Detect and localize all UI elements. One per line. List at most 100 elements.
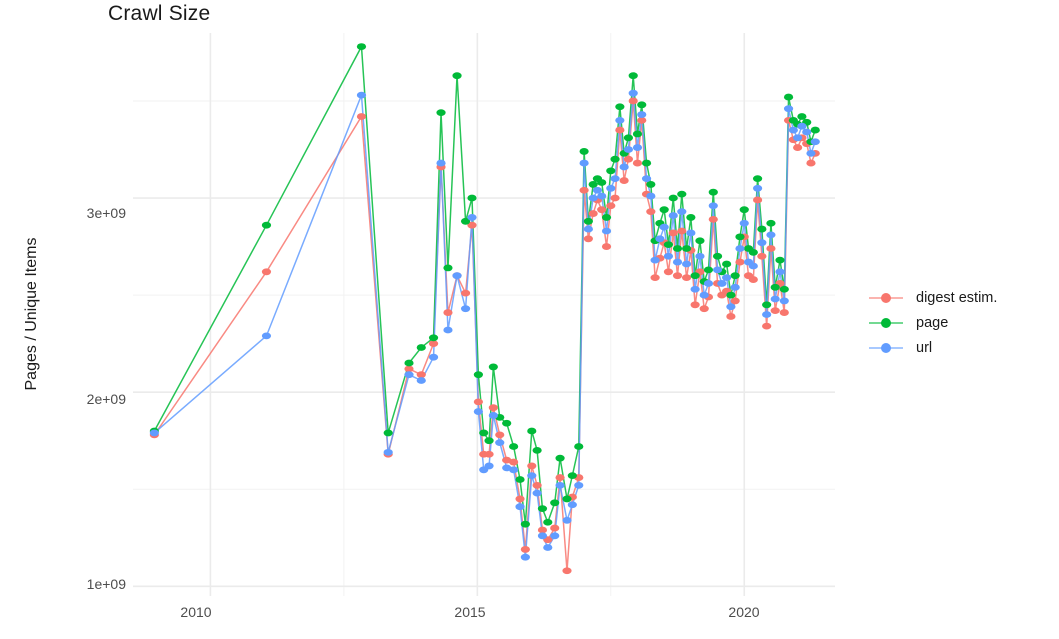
data-point xyxy=(637,116,647,124)
data-point xyxy=(619,177,629,184)
series-line-digest-estim- xyxy=(153,100,816,571)
data-point xyxy=(663,268,674,276)
legend-item-url[interactable]: url xyxy=(868,338,1054,358)
data-point xyxy=(619,163,629,171)
data-point xyxy=(527,472,537,480)
data-point xyxy=(677,227,687,235)
data-point xyxy=(770,283,780,291)
data-point xyxy=(588,181,598,188)
data-point xyxy=(473,408,483,415)
crawl-size-line-chart xyxy=(133,33,835,596)
data-point xyxy=(416,344,426,351)
data-point xyxy=(641,159,652,167)
data-point xyxy=(467,194,477,202)
data-point xyxy=(757,252,767,260)
data-point xyxy=(515,495,525,503)
data-point xyxy=(722,274,732,282)
data-point xyxy=(610,194,620,202)
data-point xyxy=(579,186,589,194)
data-point xyxy=(601,227,612,235)
data-point xyxy=(515,476,525,483)
data-point xyxy=(655,235,665,243)
data-point xyxy=(488,363,498,371)
data-point xyxy=(810,126,820,134)
data-point xyxy=(646,192,656,200)
data-point xyxy=(663,252,674,260)
data-point xyxy=(488,412,498,419)
data-point xyxy=(261,221,272,229)
data-point xyxy=(597,179,607,186)
data-point xyxy=(460,305,471,313)
data-point xyxy=(527,462,537,470)
data-point xyxy=(726,313,736,320)
grid-minor-lines xyxy=(133,33,835,596)
data-point xyxy=(550,499,560,507)
data-point xyxy=(537,532,548,540)
data-point xyxy=(793,144,803,151)
data-point xyxy=(484,437,494,445)
data-point xyxy=(632,130,643,138)
data-point xyxy=(783,93,794,101)
data-point xyxy=(597,192,607,200)
data-point xyxy=(473,398,483,406)
data-point xyxy=(770,295,780,303)
data-point xyxy=(650,274,660,282)
data-point xyxy=(567,472,577,480)
data-point xyxy=(555,481,565,489)
data-point xyxy=(810,138,820,146)
data-point xyxy=(730,297,740,305)
x-tick-label: 2015 xyxy=(454,604,486,620)
data-point xyxy=(543,518,553,526)
legend-key-icon xyxy=(868,339,904,357)
data-point xyxy=(637,101,647,109)
data-point xyxy=(695,237,705,245)
data-point xyxy=(646,181,656,188)
data-point xyxy=(520,553,530,561)
legend-item-page[interactable]: page xyxy=(868,313,1054,333)
data-point xyxy=(735,233,745,241)
series-points xyxy=(149,43,820,575)
data-point xyxy=(766,231,776,239)
data-point xyxy=(806,149,816,157)
data-point xyxy=(460,217,471,225)
data-point xyxy=(404,371,414,379)
data-point xyxy=(628,89,638,97)
data-point xyxy=(579,148,589,155)
data-point xyxy=(726,303,736,311)
data-point xyxy=(762,301,772,309)
data-point xyxy=(436,109,446,116)
data-point xyxy=(615,103,625,111)
data-point xyxy=(527,427,537,435)
data-point xyxy=(543,544,553,551)
data-point xyxy=(699,305,709,313)
data-point xyxy=(748,262,758,270)
grid-major-lines xyxy=(133,33,835,596)
data-point xyxy=(383,429,393,437)
data-point xyxy=(663,241,674,249)
data-point xyxy=(532,447,542,454)
data-point xyxy=(428,340,439,348)
data-point xyxy=(766,219,776,227)
data-point xyxy=(467,214,477,221)
legend-item-digest-estim[interactable]: digest estim. xyxy=(868,288,1054,308)
data-point xyxy=(628,72,638,80)
data-point xyxy=(473,371,483,379)
y-tick-label: 1e+09 xyxy=(86,576,126,592)
data-point xyxy=(484,450,494,458)
data-point xyxy=(356,91,367,99)
data-point xyxy=(681,260,692,268)
legend-item-label: url xyxy=(916,340,933,356)
data-point xyxy=(779,309,789,316)
data-point xyxy=(735,245,745,252)
data-point xyxy=(515,503,525,511)
data-point xyxy=(637,111,647,118)
data-point xyxy=(606,167,616,175)
data-point xyxy=(766,245,776,252)
data-point xyxy=(509,466,519,474)
data-point xyxy=(757,225,767,233)
data-point xyxy=(610,155,620,163)
y-axis-tick-labels: 3e+09 2e+09 1e+09 xyxy=(30,0,126,639)
data-point xyxy=(739,206,749,214)
data-point xyxy=(615,116,625,124)
